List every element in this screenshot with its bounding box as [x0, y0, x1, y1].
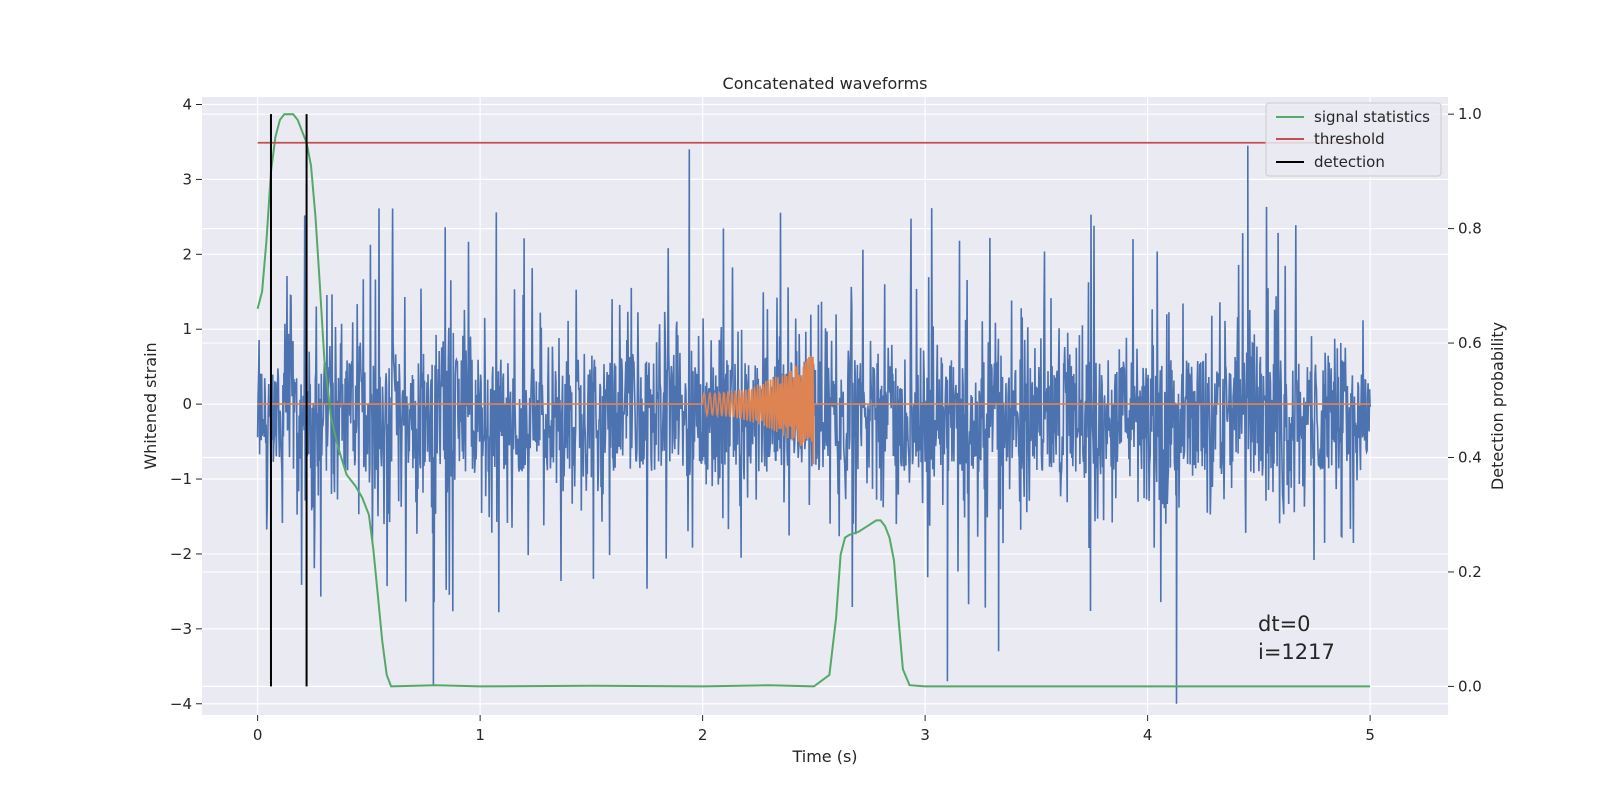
overlay-marks [256, 113, 1371, 688]
x-tick-label: 3 [920, 726, 930, 744]
x-tick-label: 0 [253, 726, 263, 744]
y-tick-label: −4 [170, 695, 192, 713]
annotation-index: i=1217 [1258, 640, 1335, 664]
legend: signal statistics threshold detection [1265, 102, 1442, 177]
y-tick-label: 1 [182, 320, 192, 338]
x-axis-label: Time (s) [791, 747, 857, 766]
y2-tick-label: 0.8 [1458, 220, 1482, 238]
x-tick-label: 1 [475, 726, 485, 744]
legend-label-detection: detection [1314, 153, 1385, 171]
signal-statistics-line [256, 113, 1371, 688]
y2-tick-label: 1.0 [1458, 105, 1482, 123]
chirp-series [257, 356, 1371, 465]
chart-title: Concatenated waveforms [723, 74, 928, 93]
noise-line [256, 145, 1371, 704]
y-tick-label: −1 [170, 470, 192, 488]
legend-box [1265, 102, 1442, 177]
y2-axis-label: Detection probability [1488, 322, 1507, 490]
annotation-dt: dt=0 [1258, 612, 1311, 636]
y-tick-label: −2 [170, 545, 192, 563]
y2-tick-label: 0.2 [1458, 563, 1482, 581]
x-tick-label: 2 [698, 726, 708, 744]
y-tick-label: −3 [170, 620, 192, 638]
x-tick-label: 4 [1143, 726, 1153, 744]
x-tick-label: 5 [1365, 726, 1375, 744]
legend-label-signal-statistics: signal statistics [1314, 108, 1430, 126]
y2-tick-label: 0.0 [1458, 677, 1482, 695]
y-axis-label: Whitened strain [141, 342, 160, 469]
y-tick-label: 2 [182, 245, 192, 263]
y2-tick-label: 0.6 [1458, 334, 1482, 352]
y-tick-label: 0 [182, 395, 192, 413]
noise-series [256, 145, 1371, 704]
chirp-line [257, 356, 1371, 465]
axes: 0 1 2 3 4 5 −4 −3 −2 −1 0 1 2 3 4 0.0 0.2 0.4 0.6 0.8 1.0 [170, 95, 1482, 744]
y-tick-label: 4 [182, 95, 192, 113]
y-tick-label: 3 [182, 170, 192, 188]
legend-label-threshold: threshold [1314, 130, 1385, 148]
y2-tick-label: 0.4 [1458, 449, 1482, 467]
